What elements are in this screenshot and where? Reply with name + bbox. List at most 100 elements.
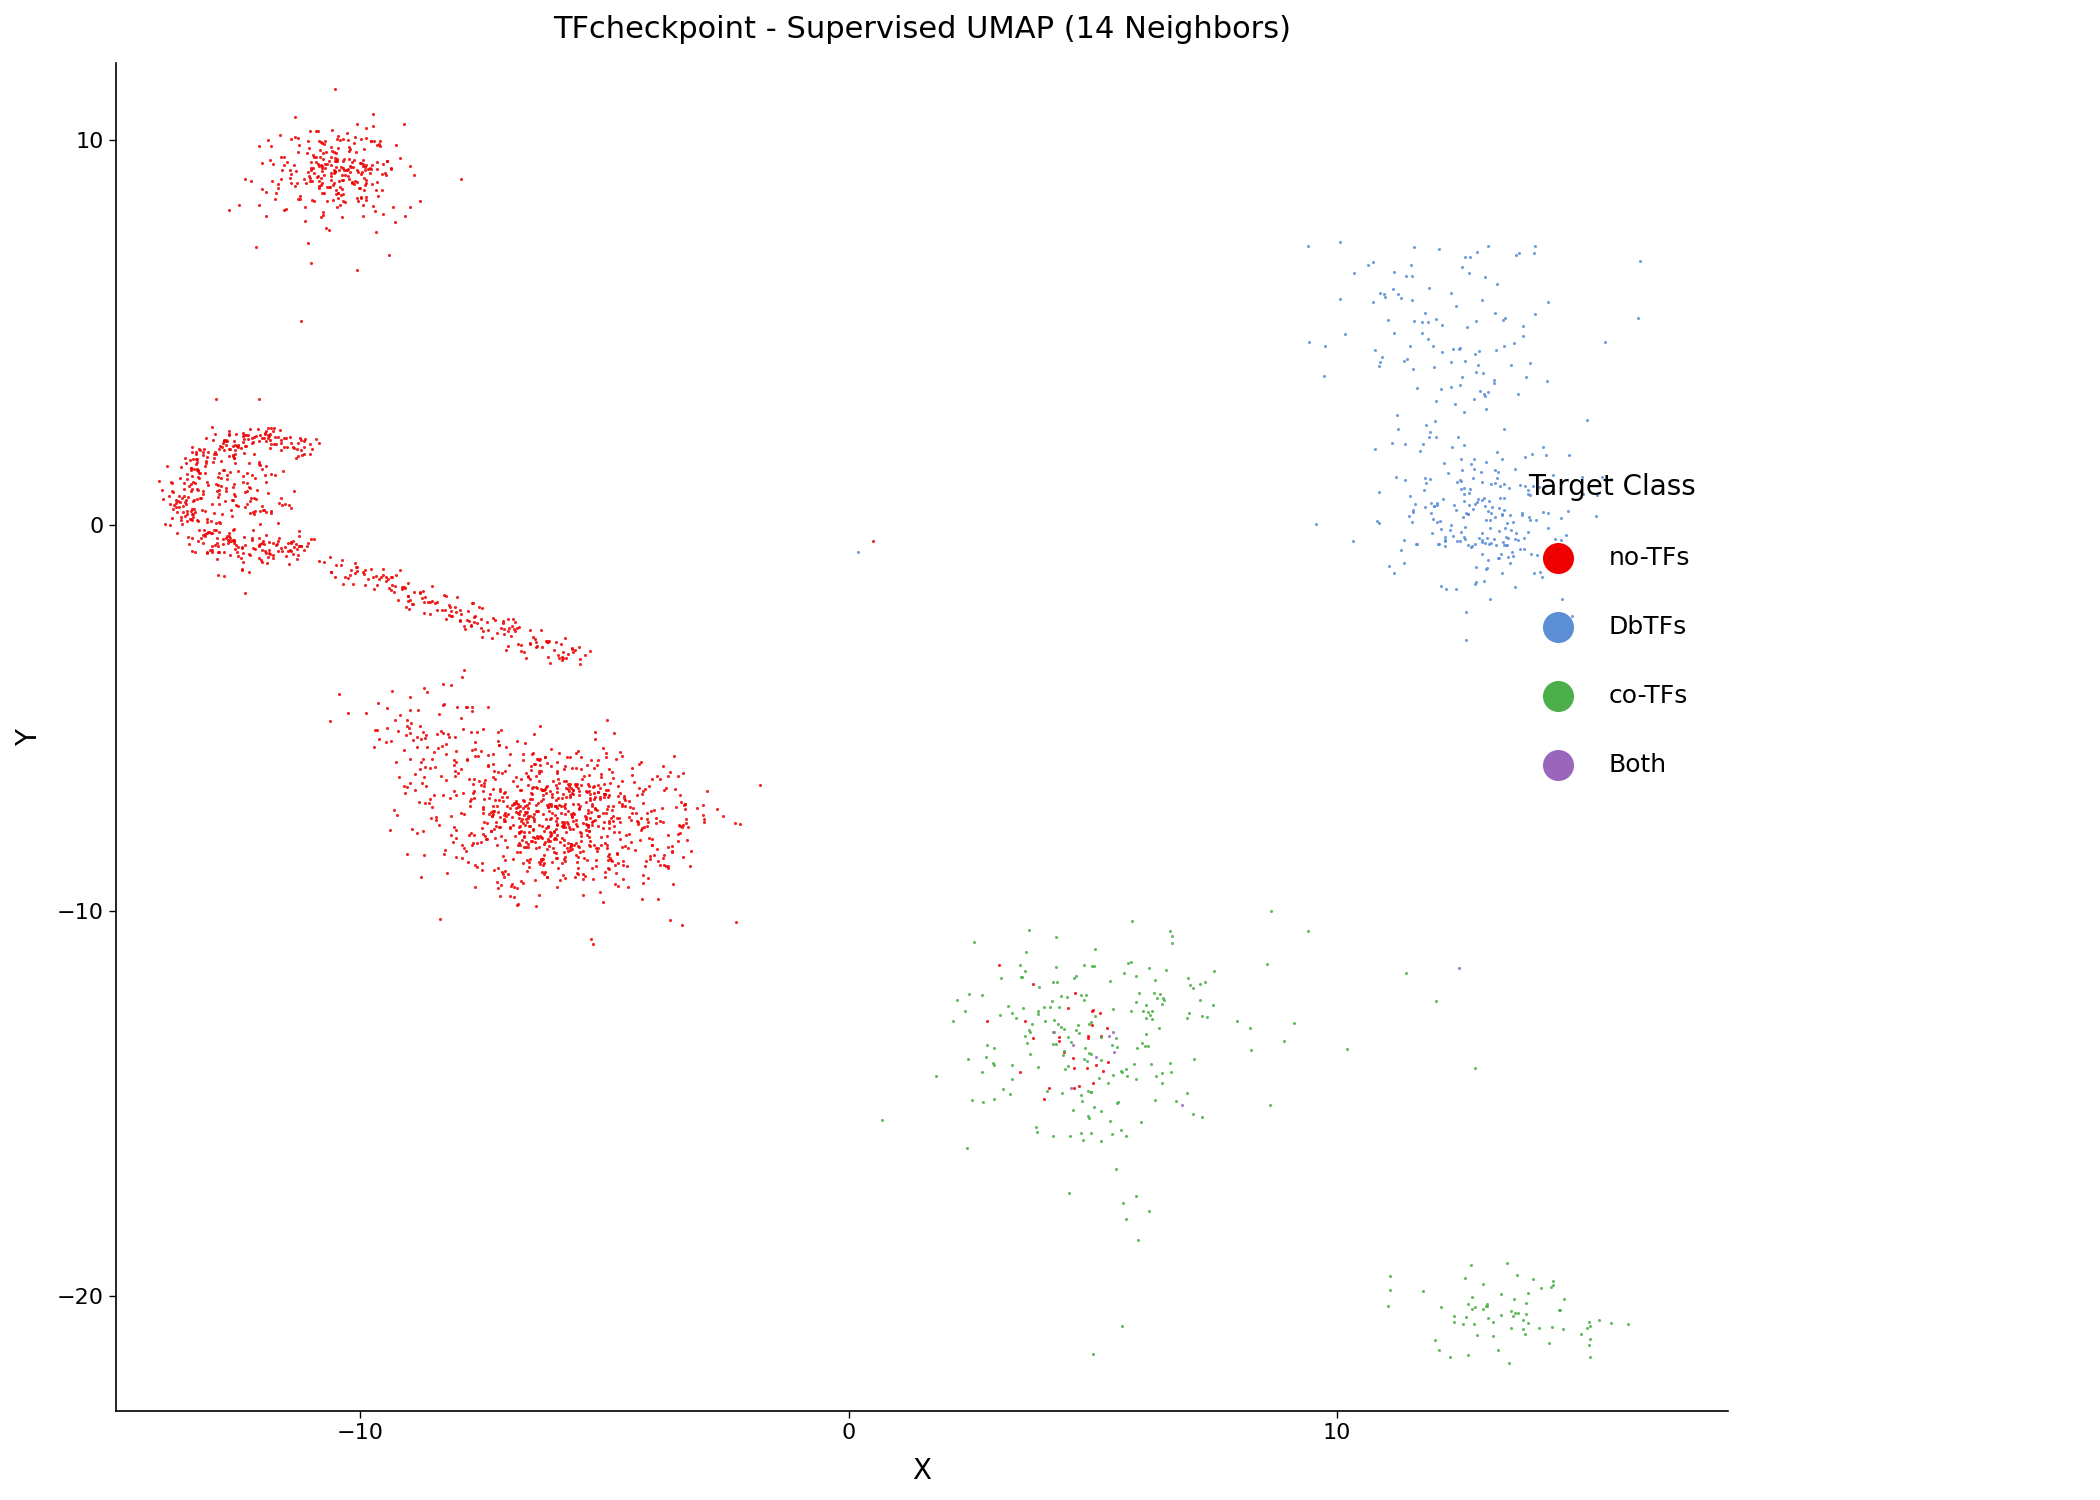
Point xyxy=(1455,1296,1489,1320)
Point xyxy=(340,112,374,136)
Point xyxy=(1077,1095,1111,1119)
Point xyxy=(575,810,609,834)
Point xyxy=(349,702,382,726)
Point xyxy=(970,1034,1004,1058)
Point xyxy=(397,728,430,752)
Point xyxy=(468,768,502,792)
Point xyxy=(592,758,626,782)
Point xyxy=(1420,388,1453,412)
Point xyxy=(483,777,517,801)
Point xyxy=(296,526,330,550)
Point xyxy=(540,827,573,850)
Point xyxy=(1466,470,1499,494)
Point xyxy=(552,784,586,808)
Point xyxy=(485,717,519,741)
Point xyxy=(321,186,355,210)
Point xyxy=(1436,1304,1470,1328)
Point xyxy=(284,534,317,558)
Point xyxy=(445,664,479,688)
Point xyxy=(155,480,189,504)
Point xyxy=(601,806,634,830)
Point xyxy=(1434,1346,1468,1370)
Point xyxy=(1451,501,1485,525)
Point xyxy=(1489,516,1522,540)
Point xyxy=(502,794,536,818)
Point xyxy=(546,758,580,782)
Point xyxy=(582,880,615,904)
Point xyxy=(428,597,462,621)
Point xyxy=(321,682,355,706)
Point xyxy=(1090,1071,1124,1095)
Point xyxy=(569,790,603,814)
Point xyxy=(540,630,573,654)
Point xyxy=(632,774,666,798)
Point xyxy=(1367,282,1401,306)
Point xyxy=(1378,321,1411,345)
Point xyxy=(246,456,279,480)
Point xyxy=(176,458,210,482)
Point xyxy=(1434,513,1468,537)
Point xyxy=(575,856,609,880)
Point xyxy=(1067,1047,1100,1071)
Point xyxy=(976,1052,1010,1076)
Point xyxy=(502,819,536,843)
Point xyxy=(609,853,643,877)
Point xyxy=(594,771,628,795)
Point xyxy=(326,128,359,152)
Point xyxy=(410,774,443,798)
Point xyxy=(533,736,567,760)
Point xyxy=(1138,968,1172,992)
Point xyxy=(588,778,622,802)
Point xyxy=(718,812,752,836)
Point xyxy=(1096,998,1130,1022)
Point xyxy=(311,189,344,213)
Point xyxy=(296,170,330,194)
Point xyxy=(1384,286,1418,310)
Point xyxy=(235,426,269,450)
Point xyxy=(613,822,647,846)
Point xyxy=(176,470,210,494)
Point xyxy=(489,828,523,852)
Point xyxy=(172,532,206,556)
Point xyxy=(498,616,531,640)
Point xyxy=(294,432,328,456)
Point xyxy=(332,700,365,724)
Point xyxy=(601,842,634,866)
Point xyxy=(437,831,470,855)
Point xyxy=(370,570,403,594)
Point xyxy=(556,802,590,826)
Point xyxy=(527,778,561,802)
Point xyxy=(202,492,235,516)
Point xyxy=(573,782,607,806)
Point xyxy=(456,833,489,856)
Point xyxy=(596,766,630,790)
Point xyxy=(311,152,344,176)
Point xyxy=(1510,364,1544,388)
Point xyxy=(1075,954,1109,978)
Point xyxy=(1487,308,1520,332)
Point xyxy=(531,795,565,819)
Point xyxy=(628,777,662,801)
Point xyxy=(202,483,235,507)
Point xyxy=(1176,1102,1210,1126)
Point xyxy=(983,1004,1016,1028)
Point xyxy=(1048,1041,1082,1065)
Point xyxy=(1073,1041,1107,1065)
Point xyxy=(1455,452,1489,476)
Point xyxy=(504,808,538,832)
Point xyxy=(317,174,351,198)
Point xyxy=(204,474,237,498)
Point xyxy=(510,801,544,825)
Point xyxy=(1445,470,1478,494)
Point xyxy=(563,840,596,864)
Point xyxy=(346,178,380,203)
Point xyxy=(596,819,630,843)
Point xyxy=(260,510,294,534)
Point xyxy=(382,558,416,582)
Point xyxy=(508,824,542,848)
Point xyxy=(1413,420,1447,444)
Point xyxy=(529,752,563,776)
Point xyxy=(657,744,691,768)
Point xyxy=(510,810,544,834)
Point xyxy=(1460,360,1493,384)
